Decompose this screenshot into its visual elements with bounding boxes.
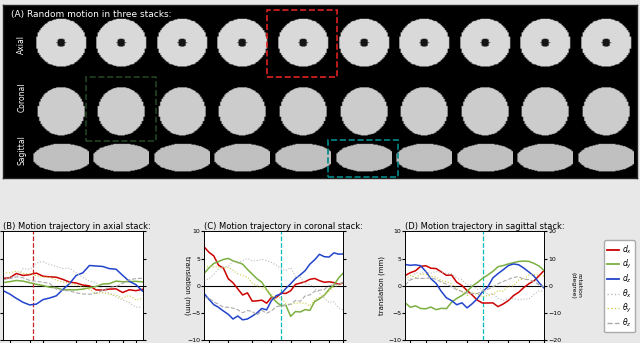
Text: (D) Motion trajectory in sagittal stack:: (D) Motion trajectory in sagittal stack: xyxy=(405,222,564,231)
Y-axis label: rotation
(degree): rotation (degree) xyxy=(570,272,581,299)
Bar xyxy=(86,77,156,141)
Text: (A) Random motion in three stacks:: (A) Random motion in three stacks: xyxy=(11,10,172,19)
Text: Axial: Axial xyxy=(17,35,26,55)
Y-axis label: translation (mm): translation (mm) xyxy=(184,256,191,315)
Legend: $d_x$, $d_y$, $d_z$, $\theta_x$, $\theta_y$, $\theta_z$: $d_x$, $d_y$, $d_z$, $\theta_x$, $\theta… xyxy=(604,240,635,332)
Text: (C) Motion trajectory in coronal stack:: (C) Motion trajectory in coronal stack: xyxy=(204,222,363,231)
Text: Coronal: Coronal xyxy=(17,82,26,111)
Text: (B) Motion trajectory in axial stack:: (B) Motion trajectory in axial stack: xyxy=(3,222,151,231)
Text: Sagittal: Sagittal xyxy=(17,135,26,165)
Bar xyxy=(268,10,337,76)
Bar xyxy=(328,140,398,177)
Y-axis label: translation (mm): translation (mm) xyxy=(379,256,385,315)
